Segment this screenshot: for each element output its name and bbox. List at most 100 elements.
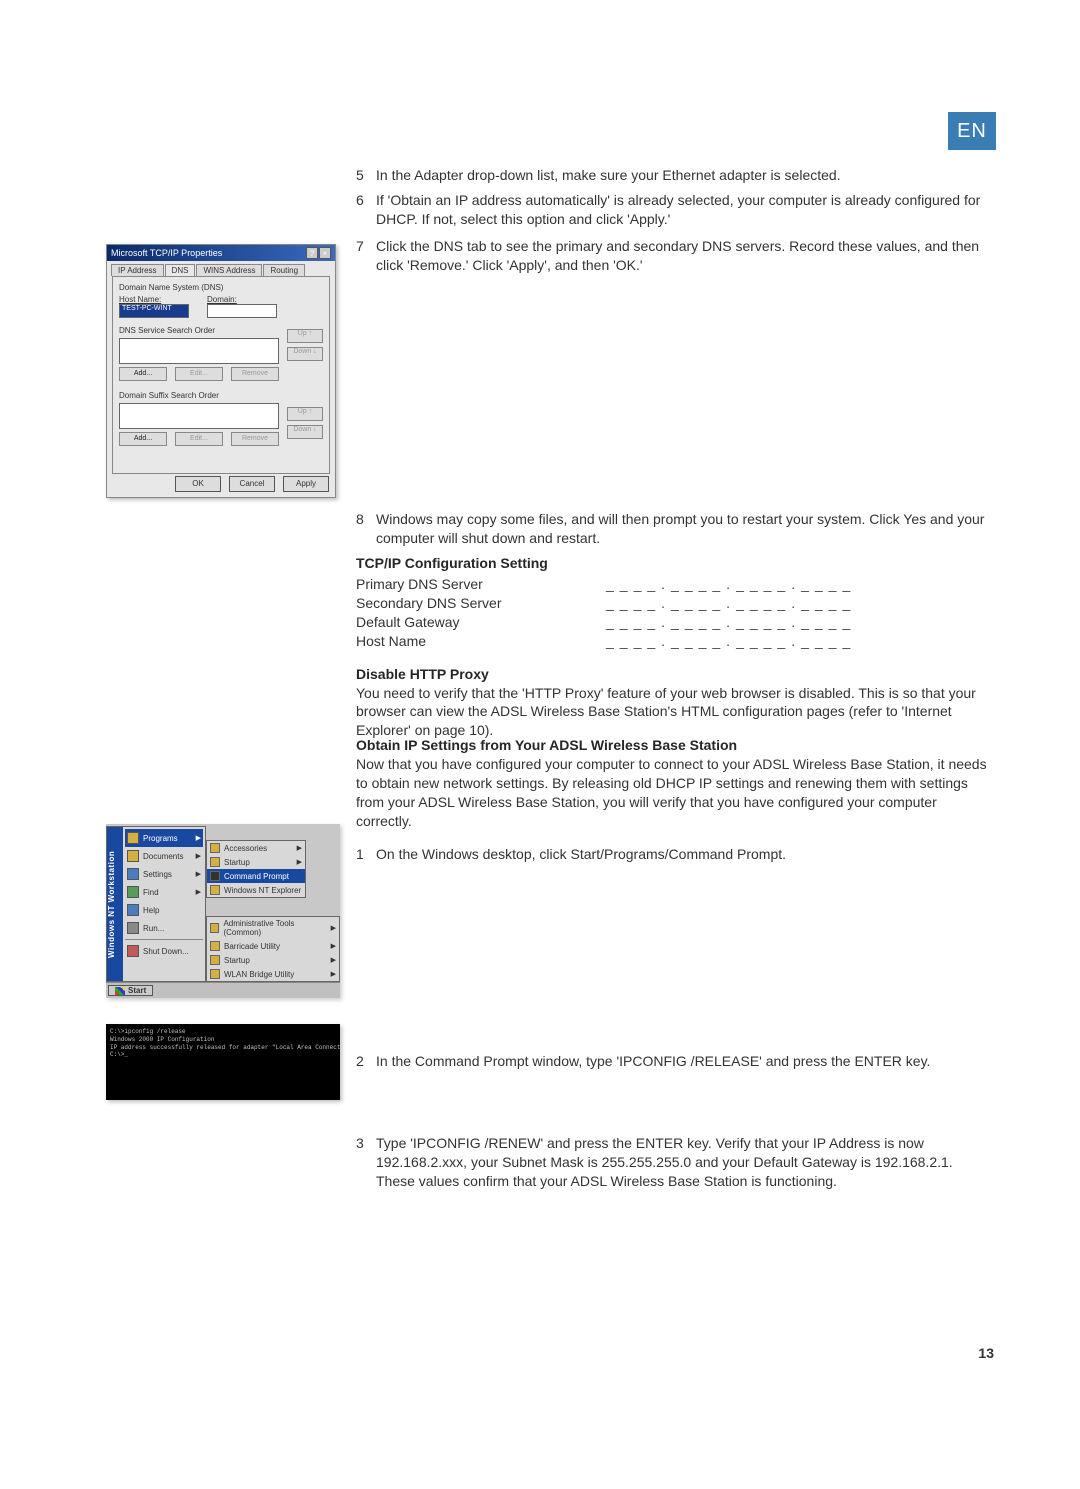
menu-item-documents[interactable]: Documents▶ [125, 847, 203, 865]
suffix-order-list[interactable] [119, 403, 279, 429]
menu-item-barricade[interactable]: Barricade Utility▶ [207, 939, 339, 953]
programs-submenu-2: Administrative Tools (Common)▶ Barricade… [206, 916, 340, 982]
find-icon [127, 886, 139, 898]
start-menu-primary: Windows NT Workstation Programs▶ Documen… [106, 826, 206, 982]
menu-item-wlan[interactable]: WLAN Bridge Utility▶ [207, 967, 339, 981]
table-row: Secondary DNS Server ____.____.____.____ [356, 594, 994, 613]
remove-button[interactable]: Remove [231, 432, 279, 446]
step-7: 7 Click the DNS tab to see the primary a… [356, 237, 994, 275]
step-number: 3 [356, 1134, 376, 1191]
heading-disable-proxy: Disable HTTP Proxy [356, 665, 994, 684]
dialog-footer: OK Cancel Apply [175, 476, 329, 492]
step-number: 7 [356, 237, 376, 275]
setting-blank: ____.____.____.____ [606, 594, 856, 613]
page-number: 13 [978, 1345, 994, 1361]
explorer-icon [210, 885, 220, 895]
domain-field[interactable] [207, 304, 277, 318]
suffix-order-label: Domain Suffix Search Order [119, 391, 323, 400]
menu-item-help[interactable]: Help [125, 901, 203, 919]
step-8: 8 Windows may copy some files, and will … [356, 510, 994, 548]
para-proxy: You need to verify that the 'HTTP Proxy'… [356, 684, 994, 741]
windows-flag-icon [115, 987, 125, 995]
menu-item-admin-tools[interactable]: Administrative Tools (Common)▶ [207, 917, 339, 939]
tab-wins[interactable]: WINS Address [196, 264, 262, 276]
step-text: On the Windows desktop, click Start/Prog… [376, 845, 994, 864]
start-button[interactable]: Start [108, 985, 153, 996]
down-button[interactable]: Down ↓ [287, 425, 323, 439]
step-text: Type 'IPCONFIG /RENEW' and press the ENT… [376, 1134, 994, 1191]
run-icon [127, 922, 139, 934]
step-text: If 'Obtain an IP address automatically' … [376, 191, 994, 229]
tab-ip-address[interactable]: IP Address [111, 264, 164, 276]
help-icon[interactable]: ? [306, 247, 318, 259]
setting-label: Primary DNS Server [356, 575, 606, 594]
step-text: Windows may copy some files, and will th… [376, 510, 994, 548]
updown-buttons-2: Up ↑ Down ↓ [287, 407, 323, 439]
down-button[interactable]: Down ↓ [287, 347, 323, 361]
window-buttons: ? × [306, 247, 331, 259]
dialog-tabs: IP Address DNS WINS Address Routing [107, 261, 335, 276]
menu-item-accessories[interactable]: Accessories▶ [207, 841, 305, 855]
step-6: 6 If 'Obtain an IP address automatically… [356, 191, 994, 229]
menu-item-find[interactable]: Find▶ [125, 883, 203, 901]
programs-icon [127, 832, 139, 844]
close-icon[interactable]: × [319, 247, 331, 259]
remove-button[interactable]: Remove [231, 367, 279, 381]
setting-label: Host Name [356, 632, 606, 651]
step-text: In the Adapter drop-down list, make sure… [376, 166, 994, 185]
step-2b: 2 In the Command Prompt window, type 'IP… [356, 1052, 994, 1071]
menu-item-programs[interactable]: Programs▶ [125, 829, 203, 847]
apply-button[interactable]: Apply [283, 476, 329, 492]
step-1b: 1 On the Windows desktop, click Start/Pr… [356, 845, 994, 864]
menu-item-command-prompt[interactable]: Command Prompt [207, 869, 305, 883]
cmd-line: C:\>_ [110, 1051, 128, 1058]
up-button[interactable]: Up ↑ [287, 329, 323, 343]
para-obtain: Now that you have configured your comput… [356, 755, 994, 831]
menu-item-settings[interactable]: Settings▶ [125, 865, 203, 883]
table-row: Primary DNS Server ____.____.____.____ [356, 575, 994, 594]
updown-buttons: Up ↑ Down ↓ [287, 329, 323, 361]
tcpip-settings-table: Primary DNS Server ____.____.____.____ S… [356, 575, 994, 651]
edit-button[interactable]: Edit... [175, 432, 223, 446]
shutdown-icon [127, 945, 139, 957]
add-button[interactable]: Add... [119, 367, 167, 381]
menu-item-run[interactable]: Run... [125, 919, 203, 937]
programs-submenu: Accessories▶ Startup▶ Command Prompt Win… [206, 840, 306, 898]
cmd-icon [210, 871, 220, 881]
dialog-panel: Domain Name System (DNS) Host Name: TEST… [112, 276, 330, 474]
step-number: 8 [356, 510, 376, 548]
settings-icon [127, 868, 139, 880]
step-number: 6 [356, 191, 376, 229]
step-text: Click the DNS tab to see the primary and… [376, 237, 994, 275]
setting-blank: ____.____.____.____ [606, 613, 856, 632]
folder-icon [210, 923, 219, 933]
folder-icon [210, 941, 220, 951]
dialog-title: Microsoft TCP/IP Properties [111, 248, 222, 258]
setting-label: Default Gateway [356, 613, 606, 632]
folder-icon [210, 857, 220, 867]
cancel-button[interactable]: Cancel [229, 476, 275, 492]
hostname-field[interactable]: TEST-PC-WINT [119, 304, 189, 318]
start-menu-sidebar: Windows NT Workstation [107, 827, 123, 981]
step-number: 5 [356, 166, 376, 185]
step-number: 2 [356, 1052, 376, 1071]
dns-order-list[interactable] [119, 338, 279, 364]
tab-routing[interactable]: Routing [263, 264, 305, 276]
domain-label: Domain: [207, 295, 277, 304]
menu-item-shutdown[interactable]: Shut Down... [125, 942, 203, 960]
step-3b: 3 Type 'IPCONFIG /RENEW' and press the E… [356, 1134, 994, 1191]
table-row: Host Name ____.____.____.____ [356, 632, 994, 651]
tab-dns[interactable]: DNS [165, 264, 196, 276]
menu-item-nt-explorer[interactable]: Windows NT Explorer [207, 883, 305, 897]
up-button[interactable]: Up ↑ [287, 407, 323, 421]
ok-button[interactable]: OK [175, 476, 221, 492]
heading-tcpip: TCP/IP Configuration Setting [356, 554, 994, 573]
menu-item-startup2[interactable]: Startup▶ [207, 953, 339, 967]
folder-icon [210, 955, 220, 965]
language-badge: EN [948, 112, 996, 150]
folder-icon [210, 969, 220, 979]
menu-item-startup[interactable]: Startup▶ [207, 855, 305, 869]
step-number: 1 [356, 845, 376, 864]
add-button[interactable]: Add... [119, 432, 167, 446]
edit-button[interactable]: Edit... [175, 367, 223, 381]
